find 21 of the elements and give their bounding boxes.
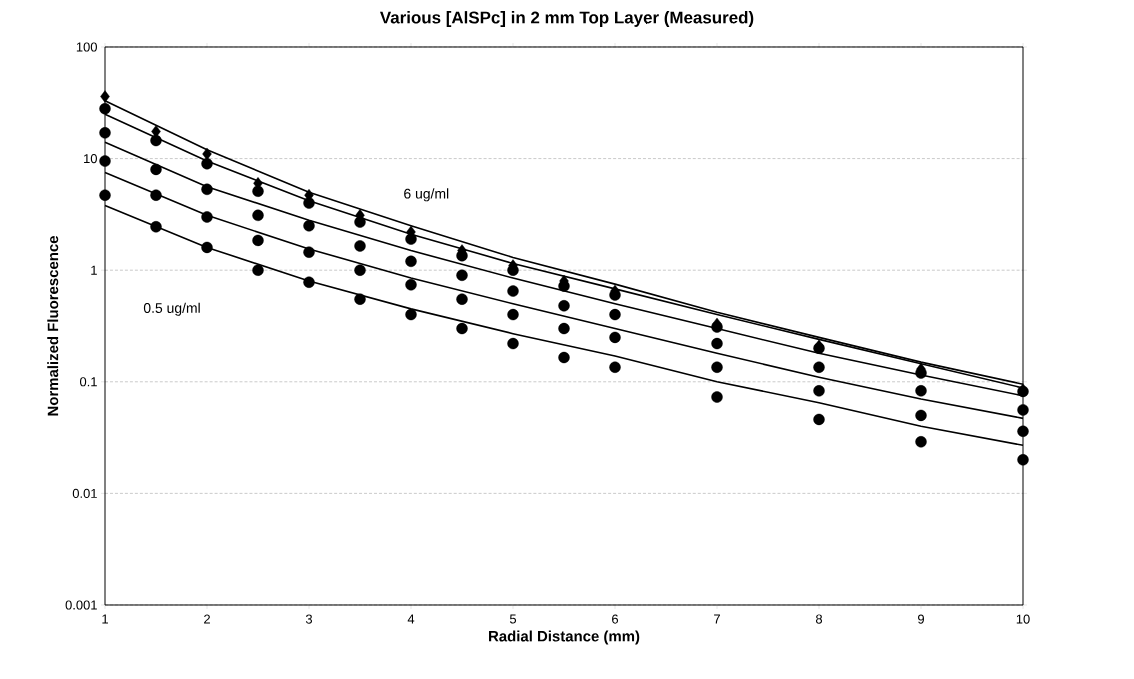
y-tick-label: 100 <box>76 42 97 52</box>
y-tick-label: 0.1 <box>79 377 97 387</box>
y-tick-label: 1 <box>91 265 97 275</box>
y-tick-label: 0.01 <box>72 488 97 498</box>
x-tick-label: 9 <box>918 614 924 624</box>
x-tick-label: 8 <box>815 614 823 624</box>
x-axis-title: Radial Distance (mm) <box>489 630 640 645</box>
chart-title: Various [AlSPc] in 2 mm Top Layer (Measured) <box>379 11 754 27</box>
x-tick-label: 2 <box>204 614 210 624</box>
y-tick-label: 0.001 <box>65 600 97 610</box>
x-tick-label: 4 <box>407 614 415 624</box>
x-tick-label: 10 <box>1016 614 1030 624</box>
x-tick-label: 3 <box>305 614 313 624</box>
y-axis-title: Normalized Fluorescence <box>47 236 59 416</box>
x-tick-label: 6 <box>612 614 619 624</box>
annotation: 6 ug/ml <box>404 188 449 202</box>
x-tick-label: 5 <box>509 614 517 624</box>
x-tick-label: 7 <box>714 614 720 624</box>
y-tick-label: 10 <box>84 154 97 164</box>
x-tick-label: 1 <box>102 614 108 624</box>
annotation: 0.5 ug/ml <box>143 302 200 316</box>
